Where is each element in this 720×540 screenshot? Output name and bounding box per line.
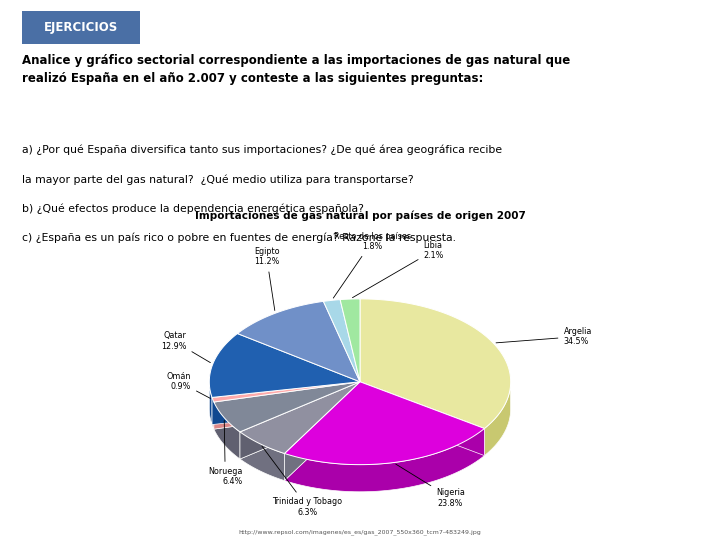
Text: a) ¿Por qué España diversifica tanto sus importaciones? ¿De qué área geográfica : a) ¿Por qué España diversifica tanto sus… [22,145,502,155]
Text: EJERCICIOS: EJERCICIOS [44,21,118,34]
Text: Egipto
11.2%: Egipto 11.2% [253,247,279,310]
Text: Analice y gráfico sectorial correspondiente a las importaciones de gas natural q: Analice y gráfico sectorial correspondie… [22,54,570,85]
Text: Omán
0.9%: Omán 0.9% [167,372,210,399]
Polygon shape [240,432,284,481]
Ellipse shape [210,326,510,492]
Polygon shape [212,397,214,429]
Polygon shape [485,384,510,456]
Text: Noruega
6.4%: Noruega 6.4% [208,421,243,487]
Polygon shape [360,382,485,456]
Polygon shape [240,382,360,459]
PathPatch shape [214,382,360,432]
PathPatch shape [323,300,360,382]
Text: Libia
2.1%: Libia 2.1% [353,241,444,298]
Polygon shape [212,382,360,424]
PathPatch shape [212,382,360,402]
Text: Trinidad y Tobago
6.3%: Trinidad y Tobago 6.3% [262,446,342,517]
Polygon shape [284,429,485,492]
Text: b) ¿Qué efectos produce la dependencia energética española?: b) ¿Qué efectos produce la dependencia e… [22,203,364,214]
Text: http://www.repsol.com/imagenes/es_es/gas_2007_550x360_tcm7-483249.jpg: http://www.repsol.com/imagenes/es_es/gas… [238,530,482,535]
Text: Nigeria
23.8%: Nigeria 23.8% [396,464,465,508]
PathPatch shape [360,299,510,429]
Polygon shape [360,382,485,456]
Text: la mayor parte del gas natural?  ¿Qué medio utiliza para transportarse?: la mayor parte del gas natural? ¿Qué med… [22,174,413,185]
Polygon shape [214,382,360,429]
Polygon shape [214,382,360,429]
Polygon shape [212,382,360,424]
Text: Argelia
34.5%: Argelia 34.5% [496,327,592,346]
PathPatch shape [240,382,360,454]
Polygon shape [240,382,360,459]
Text: Resto de los países
1.8%: Resto de los países 1.8% [333,232,410,298]
Text: Qatar
12.9%: Qatar 12.9% [161,332,210,363]
Polygon shape [284,382,360,481]
PathPatch shape [284,382,485,464]
Text: Importaciones de gas natural por países de origen 2007: Importaciones de gas natural por países … [194,210,526,220]
Text: c) ¿España es un país rico o pobre en fuentes de energía? Razone la respuesta.: c) ¿España es un país rico o pobre en fu… [22,233,456,243]
PathPatch shape [238,301,360,382]
Polygon shape [214,402,240,459]
Polygon shape [210,382,212,424]
PathPatch shape [210,334,360,397]
Polygon shape [284,382,360,481]
PathPatch shape [340,299,360,382]
